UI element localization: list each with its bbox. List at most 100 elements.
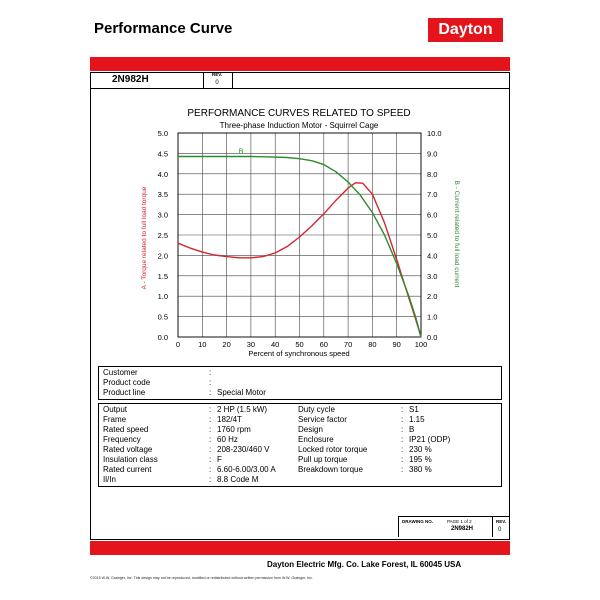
table-cell-label2: Breakdown torque bbox=[298, 465, 363, 474]
x-tick-label: 40 bbox=[271, 340, 279, 349]
y-right-tick-label: 2.0 bbox=[427, 292, 437, 301]
footbox-divider bbox=[492, 516, 493, 537]
table-cell-value: 6.60-6.00/3.00 A bbox=[217, 465, 276, 474]
page-label: PAGE 1 of 2 bbox=[447, 519, 472, 524]
table-cell-value2: 1.15 bbox=[409, 415, 425, 424]
table-cell-label: Insulation class bbox=[103, 455, 158, 464]
table-cell-label: Il/In bbox=[103, 475, 116, 484]
y-right-tick-label: 7.0 bbox=[427, 190, 437, 199]
x-tick-label: 100 bbox=[415, 340, 428, 349]
drawing-number-box: DRAWING NO. PAGE 1 of 2 2N982H REV. 0 bbox=[398, 516, 509, 537]
y-left-tick-label: 2.0 bbox=[158, 251, 168, 260]
table-cell-value: 182/4T bbox=[217, 415, 242, 424]
table-cell-sep: : bbox=[209, 455, 212, 464]
y-left-tick-label: 4.5 bbox=[158, 149, 168, 158]
drawing-frame bbox=[90, 72, 510, 540]
table-cell-label2: Design bbox=[298, 425, 323, 434]
table-cell-value: 60 Hz bbox=[217, 435, 238, 444]
x-tick-label: 70 bbox=[344, 340, 352, 349]
y-left-tick-labels: 0.0 0.5 1.0 1.5 2.0 2.5 3.0 3.5 4.0 4.5 5.0 bbox=[158, 129, 168, 342]
y-right-tick-label: 10.0 bbox=[427, 129, 442, 138]
series-line-B bbox=[178, 155, 422, 338]
y-left-tick-label: 4.0 bbox=[158, 170, 168, 179]
table-cell-value: 8.8 Code M bbox=[217, 475, 259, 484]
table-cell-value: Special Motor bbox=[217, 388, 266, 397]
table-cell-label2: Pull up torque bbox=[298, 455, 348, 464]
table-cell-sep: : bbox=[209, 388, 212, 397]
y-right-tick-label: 1.0 bbox=[427, 313, 437, 322]
y-left-tick-label: 3.5 bbox=[158, 190, 168, 199]
x-tick-label: 0 bbox=[176, 340, 180, 349]
table-cell-label: Product line bbox=[103, 388, 146, 397]
drawing-no-label: DRAWING NO. bbox=[402, 519, 433, 524]
dayton-logo: Dayton bbox=[428, 18, 503, 42]
footbox-rev-label: REV. bbox=[496, 519, 507, 524]
x-tick-labels: 0 10 20 30 40 50 60 70 80 90 100 bbox=[176, 340, 427, 349]
table-cell-value2: S1 bbox=[409, 405, 419, 414]
table-cell-value: 2 HP (1.5 kW) bbox=[217, 405, 268, 414]
table-cell-sep: : bbox=[209, 405, 212, 414]
table-cell-label: Customer bbox=[103, 368, 138, 377]
spec-table: Output:2 HP (1.5 kW) Duty cycle: S1 Frame:1… bbox=[98, 403, 502, 487]
table-cell-label: Rated current bbox=[103, 465, 152, 474]
y-right-tick-label: 3.0 bbox=[427, 272, 437, 281]
x-axis-label: Percent of synchronous speed bbox=[248, 349, 349, 358]
x-tick-label: 10 bbox=[198, 340, 206, 349]
rev-value: 0 bbox=[215, 80, 219, 86]
y-right-tick-labels: 0.0 1.0 2.0 3.0 4.0 5.0 6.0 7.0 8.0 9.0 10.0 bbox=[427, 129, 442, 342]
x-tick-label: 80 bbox=[368, 340, 376, 349]
table-cell-value2: 380 % bbox=[409, 465, 432, 474]
series-label-B: B bbox=[239, 148, 244, 155]
table-cell-sep2: : bbox=[401, 465, 404, 474]
table-cell-sep: : bbox=[209, 475, 212, 484]
footbox-rev-value: 0 bbox=[498, 527, 502, 533]
chart-series: B bbox=[177, 148, 422, 338]
y-left-tick-label: 1.5 bbox=[158, 272, 168, 281]
table-cell-value2: 195 % bbox=[409, 455, 432, 464]
table-cell-label: Frame bbox=[103, 415, 127, 424]
table-cell-sep2: : bbox=[401, 425, 404, 434]
y-left-tick-label: 2.5 bbox=[158, 231, 168, 240]
chart-subtitle: Three-phase Induction Motor - Squirrel C… bbox=[220, 121, 379, 130]
y-right-tick-label: 9.0 bbox=[427, 149, 437, 158]
table-cell-sep2: : bbox=[401, 435, 404, 444]
series-line-A bbox=[177, 182, 422, 338]
y-left-tick-label: 3.0 bbox=[158, 211, 168, 220]
copyright-notice: ©2015 W.W. Grainger, Inc. This design ma… bbox=[90, 576, 313, 580]
rev-label: REV. bbox=[211, 72, 223, 77]
drawing-no-value: 2N982H bbox=[451, 526, 474, 532]
header-divider bbox=[90, 88, 510, 89]
table-cell-value2: 230 % bbox=[409, 445, 432, 454]
table-cell-label: Rated speed bbox=[103, 425, 149, 434]
table-cell-label2: Locked rotor torque bbox=[298, 445, 368, 454]
table-cell-sep2: : bbox=[401, 415, 404, 424]
table-cell-sep2: : bbox=[401, 455, 404, 464]
chart-grid bbox=[177, 132, 422, 338]
page-title: Performance Curve bbox=[94, 20, 233, 37]
y-right-tick-label: 4.0 bbox=[427, 251, 437, 260]
chart-title: PERFORMANCE CURVES RELATED TO SPEED bbox=[187, 108, 410, 119]
y-right-tick-label: 5.0 bbox=[427, 231, 437, 240]
table-cell-sep: : bbox=[209, 425, 212, 434]
model-number: 2N982H bbox=[112, 74, 149, 85]
table-cell-value: 1760 rpm bbox=[217, 425, 251, 434]
y-left-axis-label: A - Torque related to full load torque bbox=[141, 186, 148, 289]
table-cell-sep: : bbox=[209, 445, 212, 454]
y-right-axis-label: B - Current related to full load current bbox=[453, 181, 460, 288]
table-cell-label2: Enclosure bbox=[298, 435, 334, 444]
table-cell-value: 208-230/460 V bbox=[217, 445, 270, 454]
y-right-tick-label: 8.0 bbox=[427, 170, 437, 179]
header-red-bar bbox=[90, 57, 510, 71]
table-cell-label: Output bbox=[103, 405, 128, 414]
x-tick-label: 60 bbox=[320, 340, 328, 349]
x-tick-label: 30 bbox=[247, 340, 255, 349]
table-cell-sep2: : bbox=[401, 445, 404, 454]
company-address: Dayton Electric Mfg. Co. Lake Forest, IL… bbox=[267, 560, 462, 569]
x-tick-label: 90 bbox=[393, 340, 401, 349]
table-cell-label: Product code bbox=[103, 378, 151, 387]
y-left-tick-label: 0.5 bbox=[158, 313, 168, 322]
table-cell-sep: : bbox=[209, 378, 212, 387]
table-cell-sep: : bbox=[209, 435, 212, 444]
y-right-tick-label: 0.0 bbox=[427, 333, 437, 342]
table-cell-sep: : bbox=[209, 415, 212, 424]
